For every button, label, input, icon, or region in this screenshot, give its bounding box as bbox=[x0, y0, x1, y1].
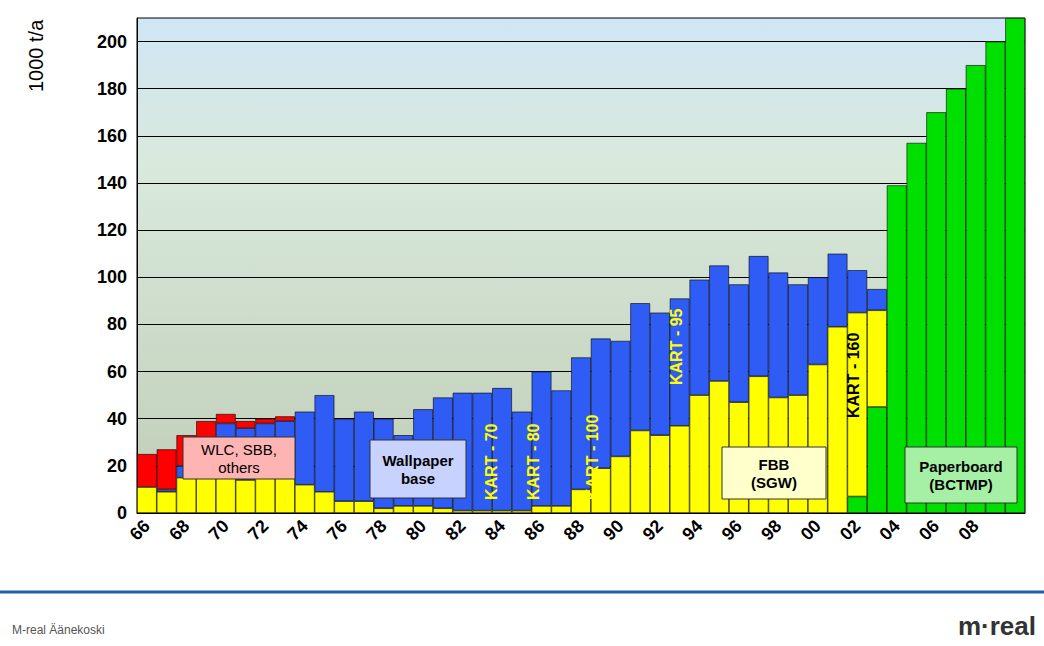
svg-text:68: 68 bbox=[165, 516, 193, 544]
svg-text:94: 94 bbox=[678, 516, 706, 544]
svg-text:KART - 160: KART - 160 bbox=[845, 333, 862, 418]
svg-text:KART - 70: KART - 70 bbox=[483, 423, 500, 500]
svg-text:04: 04 bbox=[876, 516, 904, 544]
svg-text:84: 84 bbox=[481, 516, 509, 544]
svg-text:100: 100 bbox=[97, 267, 127, 287]
svg-text:80: 80 bbox=[402, 516, 430, 544]
svg-text:02: 02 bbox=[836, 516, 864, 544]
svg-text:70: 70 bbox=[205, 516, 233, 544]
svg-text:M-real Äänekoski: M-real Äänekoski bbox=[12, 623, 105, 637]
svg-text:120: 120 bbox=[97, 220, 127, 240]
svg-text:78: 78 bbox=[362, 516, 390, 544]
svg-text:76: 76 bbox=[323, 516, 351, 544]
svg-text:80: 80 bbox=[107, 314, 127, 334]
svg-text:98: 98 bbox=[757, 516, 785, 544]
svg-text:KART - 80: KART - 80 bbox=[525, 423, 542, 500]
svg-text:Paperboard: Paperboard bbox=[919, 458, 1002, 475]
svg-text:1000 t/a: 1000 t/a bbox=[25, 19, 47, 92]
svg-text:82: 82 bbox=[441, 516, 469, 544]
svg-text:20: 20 bbox=[107, 456, 127, 476]
svg-text:66: 66 bbox=[126, 516, 154, 544]
svg-text:200: 200 bbox=[97, 32, 127, 52]
svg-text:(BCTMP): (BCTMP) bbox=[929, 476, 992, 493]
svg-text:FBB: FBB bbox=[759, 456, 790, 473]
svg-text:08: 08 bbox=[954, 516, 982, 544]
svg-text:0: 0 bbox=[117, 503, 127, 523]
svg-text:60: 60 bbox=[107, 362, 127, 382]
svg-text:WLC, SBB,: WLC, SBB, bbox=[201, 441, 277, 458]
svg-text:40: 40 bbox=[107, 409, 127, 429]
svg-text:KART - 95: KART - 95 bbox=[668, 308, 685, 385]
svg-text:m·real: m·real bbox=[958, 611, 1036, 641]
svg-text:88: 88 bbox=[560, 516, 588, 544]
svg-text:92: 92 bbox=[639, 516, 667, 544]
svg-text:00: 00 bbox=[797, 516, 825, 544]
svg-text:86: 86 bbox=[520, 516, 548, 544]
svg-text:others: others bbox=[218, 459, 260, 476]
svg-text:74: 74 bbox=[284, 516, 312, 544]
svg-text:KART - 100: KART - 100 bbox=[584, 415, 601, 500]
svg-text:(SGW): (SGW) bbox=[751, 474, 797, 491]
svg-text:160: 160 bbox=[97, 126, 127, 146]
svg-text:base: base bbox=[401, 470, 435, 487]
svg-text:96: 96 bbox=[718, 516, 746, 544]
svg-text:140: 140 bbox=[97, 173, 127, 193]
svg-text:72: 72 bbox=[244, 516, 272, 544]
svg-text:06: 06 bbox=[915, 516, 943, 544]
svg-text:90: 90 bbox=[599, 516, 627, 544]
svg-text:180: 180 bbox=[97, 79, 127, 99]
svg-text:Wallpaper: Wallpaper bbox=[382, 452, 453, 469]
